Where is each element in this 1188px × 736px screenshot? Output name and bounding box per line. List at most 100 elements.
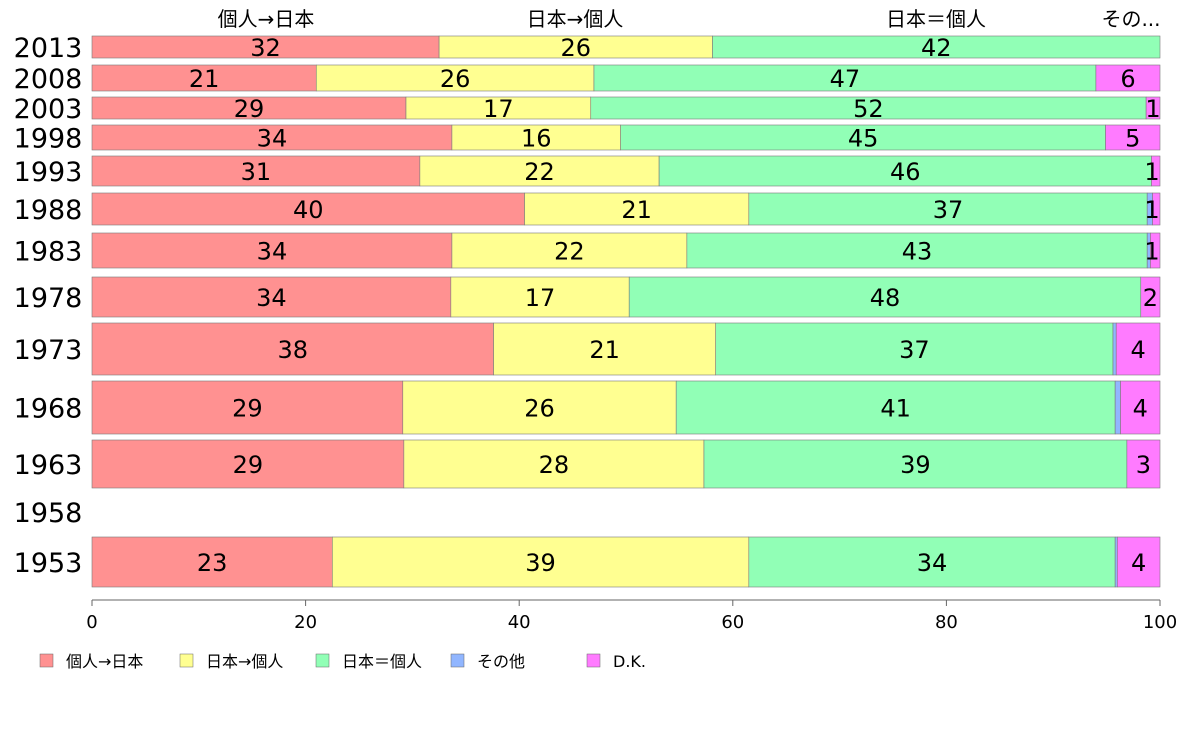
bar-segment [450, 276, 630, 318]
bar-row-2008: 2008 21 26 47 6 [14, 64, 1161, 95]
x-tick-label: 80 [935, 612, 958, 633]
bar-row-1988: 1988 40 21 37 11 [14, 192, 1161, 226]
year-label: 1963 [14, 450, 83, 481]
year-label: 2003 [14, 94, 83, 125]
year-label: 1988 [14, 195, 83, 226]
bar-segment [403, 439, 705, 489]
data-label: 1 [1145, 95, 1160, 123]
data-label: 16 [521, 125, 552, 153]
bar-segment [91, 192, 525, 226]
bar-segment [1120, 380, 1161, 435]
bar-segment [451, 124, 621, 151]
x-tick-label: 60 [721, 612, 744, 633]
top-label: 日本＝個人 [886, 7, 986, 31]
x-tick-label: 0 [86, 612, 97, 633]
data-label: 40 [293, 196, 324, 224]
legend-item: 日本→個人 [179, 652, 283, 671]
data-label: 37 [933, 196, 964, 224]
legend-item: その他 [450, 652, 525, 671]
data-label: 45 [848, 125, 879, 153]
bar-segment [593, 64, 1097, 92]
bar-row-1978: 1978 34 17 48 2 [14, 276, 1161, 318]
year-label: 1993 [14, 157, 83, 188]
top-label: 個人→日本 [218, 7, 315, 31]
data-label: 21 [589, 336, 620, 364]
bar-segment [331, 536, 750, 588]
year-label: 1953 [14, 548, 83, 579]
data-label: 6 [1120, 65, 1135, 93]
x-tick-label: 100 [1143, 612, 1177, 633]
data-label: 34 [256, 284, 287, 312]
year-label: 2013 [14, 33, 83, 64]
bar-segment [1112, 322, 1117, 376]
bar-segment [1114, 380, 1121, 435]
year-label: 1998 [14, 124, 83, 155]
data-label: 4 [1133, 395, 1148, 423]
top-label: 日本→個人 [527, 7, 624, 31]
bar-segment [1105, 124, 1161, 151]
bar-row-1953: 1953 23 39 34 4 [14, 536, 1161, 588]
data-label: 4 [1131, 549, 1146, 577]
bar-row-1958: 1958 [14, 498, 83, 529]
legend-item: 個人→日本 [39, 652, 143, 671]
data-label: 21 [189, 65, 220, 93]
data-label: 34 [257, 238, 288, 266]
year-label: 1983 [14, 237, 83, 268]
legend-swatch [179, 653, 194, 668]
data-label: 41 [880, 395, 911, 423]
legend-label: 日本→個人 [206, 652, 283, 671]
x-tick-label: 40 [508, 612, 531, 633]
bar-segment [748, 192, 1148, 226]
bar-segment [91, 232, 453, 269]
bar-segment [419, 155, 660, 187]
bar-segment [658, 155, 1152, 187]
bar-segment [1150, 232, 1161, 269]
data-label: 38 [278, 336, 309, 364]
data-label: 22 [524, 158, 555, 186]
data-label: 39 [900, 451, 931, 479]
bar-segment [451, 232, 688, 269]
bar-segment [1145, 96, 1161, 120]
bar-segment [1140, 276, 1161, 318]
bar-segment [402, 380, 677, 435]
data-label: 43 [902, 238, 933, 266]
data-label: 34 [917, 549, 948, 577]
legend-item: 日本＝個人 [315, 652, 422, 671]
year-label: 1958 [14, 498, 83, 529]
bar-segment [493, 322, 717, 376]
bar-segment [1126, 439, 1161, 489]
data-label: 21 [621, 196, 652, 224]
data-label: 1 [1144, 238, 1159, 266]
legend-label: その他 [477, 652, 525, 671]
bar-segment [91, 322, 494, 376]
data-label: 47 [830, 65, 861, 93]
legend-swatch [315, 653, 330, 668]
bar-row-2013: 2013 32 26 42 [14, 33, 1161, 64]
bar-segment [91, 439, 405, 489]
legend-label: D.K. [613, 652, 646, 671]
bar-segment [703, 439, 1128, 489]
bar-row-2003: 2003 29 17 52 1 [14, 94, 1161, 125]
data-label: 46 [890, 158, 921, 186]
bar-segment [1115, 322, 1161, 376]
top-series-labels: 個人→日本 日本→個人 日本＝個人 その... [218, 7, 1161, 31]
data-label: 31 [241, 158, 272, 186]
legend-swatch [450, 653, 465, 668]
year-label: 1973 [14, 335, 83, 366]
year-label: 1968 [14, 394, 83, 425]
data-label: 28 [539, 451, 570, 479]
data-label: 26 [561, 34, 592, 62]
data-label: 5 [1125, 125, 1140, 153]
data-label: 29 [233, 451, 264, 479]
top-label: その... [1101, 7, 1160, 31]
data-label: 4 [1130, 336, 1145, 364]
data-label: 23 [197, 549, 228, 577]
data-label: 48 [870, 284, 901, 312]
legend: 個人→日本 日本→個人 日本＝個人 その他 D.K. [39, 652, 646, 671]
bar-segment [1116, 536, 1161, 588]
legend-label: 個人→日本 [66, 652, 143, 671]
bar-segment [91, 536, 333, 588]
bar-segment [712, 35, 1161, 59]
legend-item: D.K. [586, 652, 646, 671]
